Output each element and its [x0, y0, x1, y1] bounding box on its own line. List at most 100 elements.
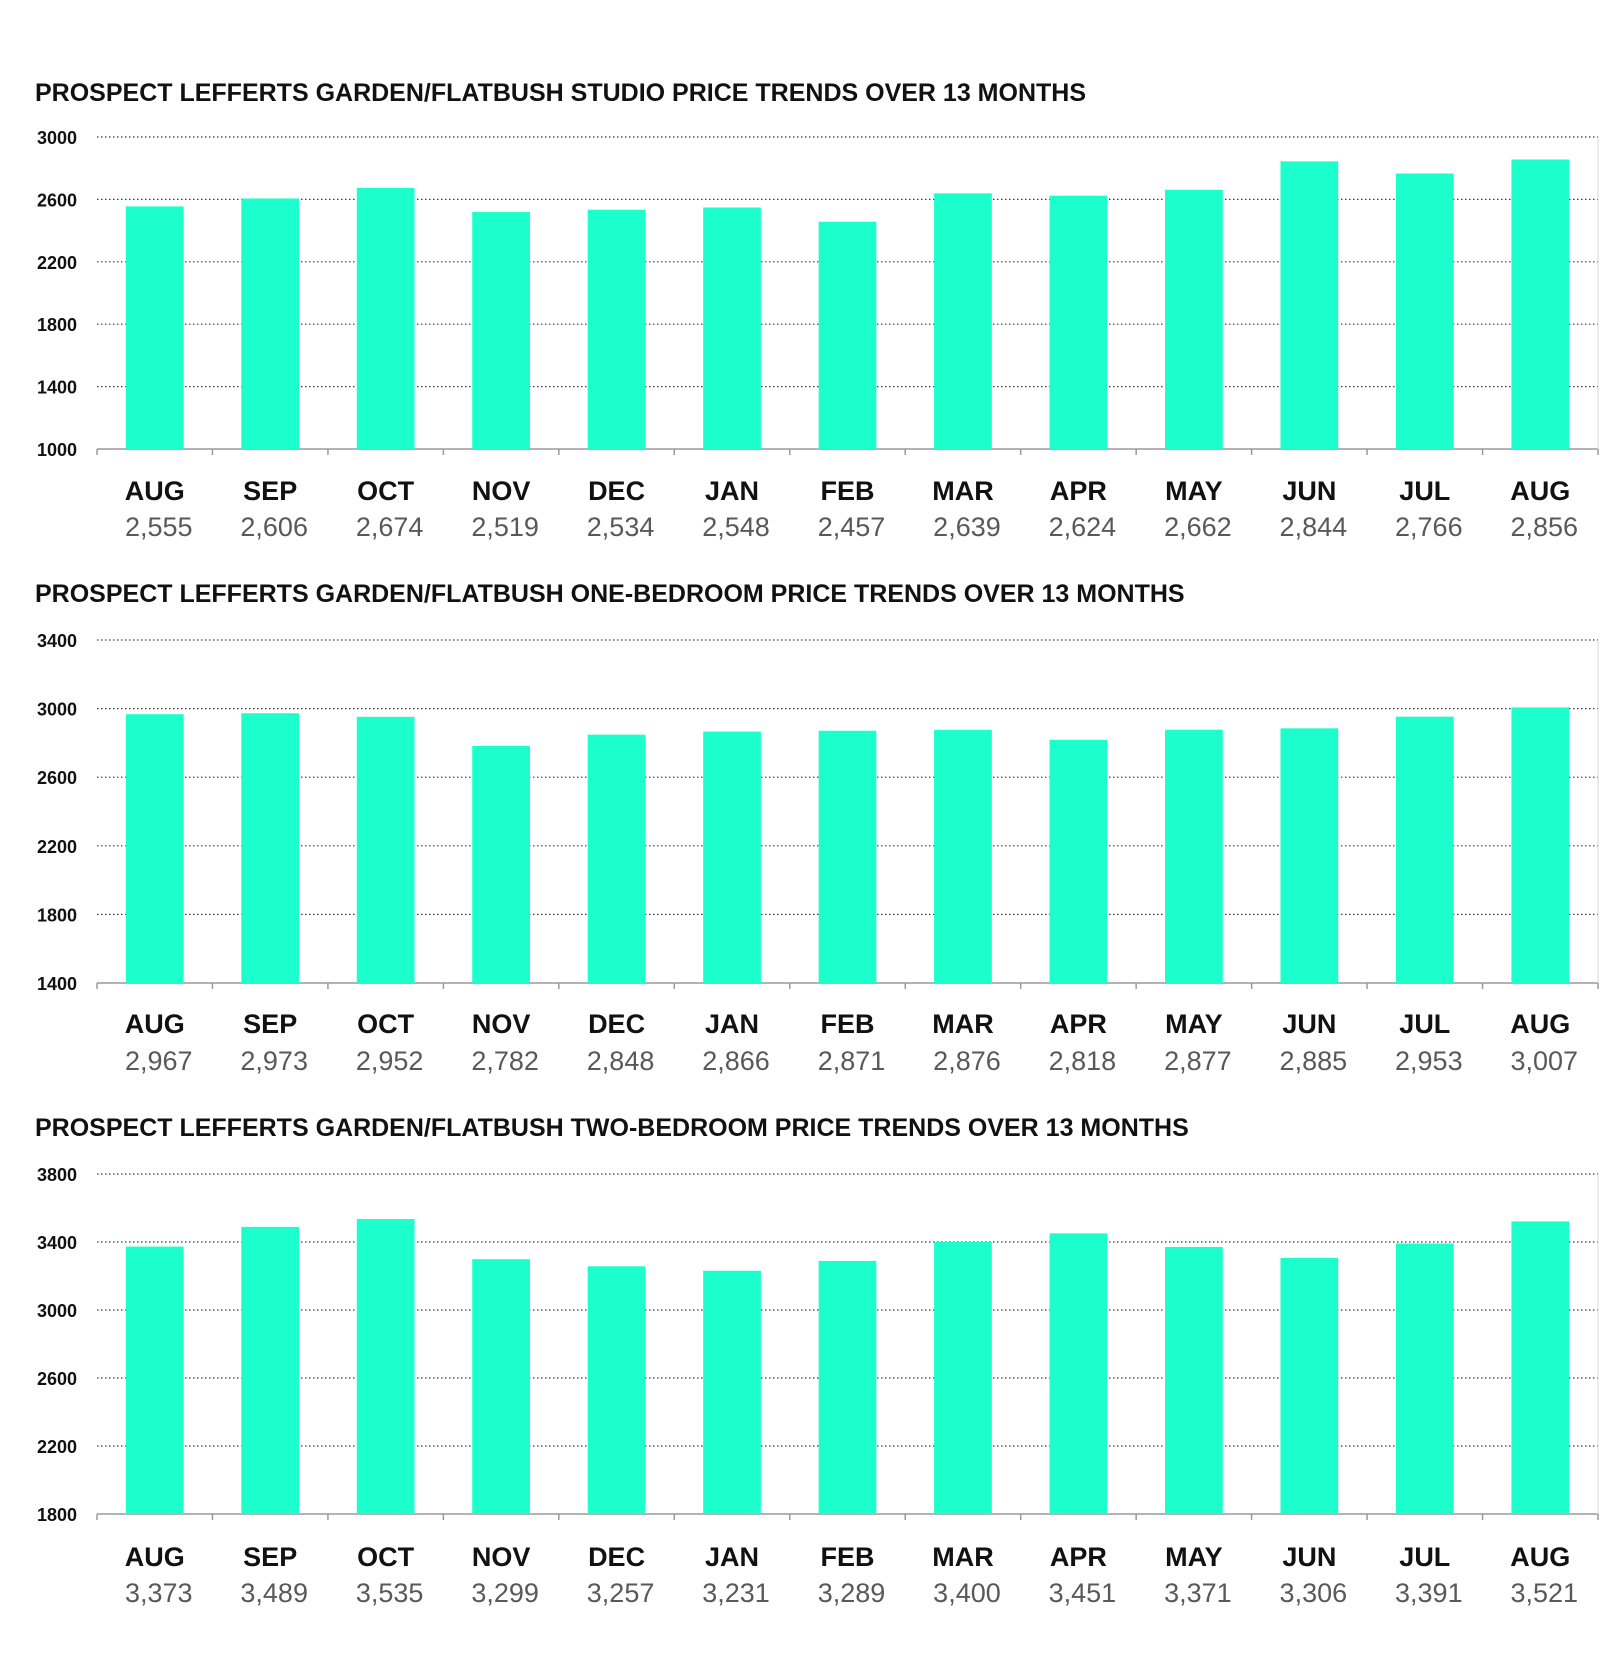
- value-label: 3,535: [356, 1578, 424, 1608]
- bar-may: [1165, 729, 1223, 983]
- category-label: JUN: [1282, 476, 1336, 506]
- bar-feb: [818, 1260, 877, 1514]
- y-tick-label: 1400: [37, 378, 77, 398]
- value-label: 2,674: [356, 512, 424, 542]
- category-label: JUL: [1399, 476, 1450, 506]
- bar-jun: [1280, 161, 1339, 449]
- value-label: 2,848: [587, 1046, 655, 1076]
- bar-mar: [934, 193, 992, 449]
- category-label: DEC: [588, 476, 645, 506]
- bar-aug: [1511, 1221, 1570, 1514]
- bar-jun: [1280, 1257, 1339, 1514]
- value-label: 2,519: [471, 512, 539, 542]
- value-label: 2,953: [1395, 1046, 1463, 1076]
- chart-panel-2: PROSPECT LEFFERTS GARDEN/FLATBUSH ONE-BE…: [35, 580, 1599, 1076]
- value-label: 2,534: [587, 512, 655, 542]
- bar-apr: [1049, 1233, 1108, 1514]
- value-label: 3,306: [1280, 1578, 1348, 1608]
- value-label: 2,782: [471, 1046, 539, 1076]
- y-tick-label: 3400: [37, 1233, 77, 1253]
- bar-sep: [241, 713, 300, 983]
- value-label: 2,952: [356, 1046, 424, 1076]
- value-label: 2,766: [1395, 512, 1463, 542]
- bar-jan: [703, 207, 761, 449]
- value-label: 2,856: [1510, 512, 1578, 542]
- y-tick-label: 2600: [37, 1369, 77, 1389]
- bar-apr: [1049, 739, 1108, 983]
- bar-mar: [934, 729, 992, 983]
- category-label: AUG: [125, 1009, 185, 1039]
- value-label: 3,521: [1510, 1578, 1578, 1608]
- value-label: 2,555: [125, 512, 193, 542]
- value-label: 2,885: [1280, 1046, 1348, 1076]
- category-label: APR: [1050, 1542, 1107, 1572]
- value-label: 2,871: [818, 1046, 886, 1076]
- y-tick-label: 1400: [37, 974, 77, 994]
- category-label: DEC: [588, 1542, 645, 1572]
- category-label: MAR: [932, 476, 994, 506]
- bar-aug: [125, 1246, 184, 1514]
- category-label: SEP: [243, 476, 297, 506]
- category-label: FEB: [821, 1542, 875, 1572]
- value-label: 2,973: [240, 1046, 308, 1076]
- value-label: 2,967: [125, 1046, 193, 1076]
- bar-oct: [356, 1219, 415, 1514]
- value-label: 3,299: [471, 1578, 539, 1608]
- bar-aug: [1511, 159, 1570, 450]
- bar-nov: [472, 745, 530, 983]
- category-label: MAY: [1165, 1542, 1223, 1572]
- y-tick-label: 3000: [37, 700, 77, 720]
- category-label: NOV: [472, 1542, 531, 1572]
- bar-sep: [241, 198, 300, 449]
- bar-may: [1165, 189, 1223, 449]
- bar-jul: [1395, 173, 1454, 449]
- bar-jan: [703, 1270, 761, 1514]
- category-label: NOV: [472, 1009, 531, 1039]
- value-label: 3,231: [702, 1578, 770, 1608]
- value-label: 2,548: [702, 512, 770, 542]
- bar-jan: [703, 731, 761, 983]
- bar-dec: [587, 1266, 646, 1514]
- bar-aug: [125, 714, 184, 983]
- value-label: 3,371: [1164, 1578, 1232, 1608]
- category-label: MAR: [932, 1009, 994, 1039]
- value-label: 2,624: [1049, 512, 1117, 542]
- category-label: SEP: [243, 1542, 297, 1572]
- bar-dec: [587, 209, 646, 449]
- category-label: JUL: [1399, 1009, 1450, 1039]
- value-label: 3,373: [125, 1578, 193, 1608]
- category-label: NOV: [472, 476, 531, 506]
- category-label: MAY: [1165, 476, 1223, 506]
- category-label: OCT: [357, 476, 415, 506]
- category-label: FEB: [821, 476, 875, 506]
- chart-title: PROSPECT LEFFERTS GARDEN/FLATBUSH STUDIO…: [35, 79, 1086, 107]
- bar-sep: [241, 1226, 300, 1514]
- category-label: AUG: [125, 1542, 185, 1572]
- bar-aug: [1511, 707, 1570, 983]
- chart-title: PROSPECT LEFFERTS GARDEN/FLATBUSH ONE-BE…: [35, 580, 1185, 608]
- value-label: 3,007: [1510, 1046, 1578, 1076]
- value-label: 2,844: [1280, 512, 1348, 542]
- bar-oct: [356, 716, 415, 983]
- category-label: AUG: [1510, 1542, 1570, 1572]
- bar-apr: [1049, 195, 1108, 449]
- y-tick-label: 2600: [37, 768, 77, 788]
- category-label: AUG: [125, 476, 185, 506]
- bar-mar: [934, 1242, 992, 1514]
- chart-panel-3: PROSPECT LEFFERTS GARDEN/FLATBUSH TWO-BE…: [35, 1114, 1599, 1608]
- bar-nov: [472, 1259, 530, 1514]
- category-label: APR: [1050, 476, 1107, 506]
- bar-aug: [125, 206, 184, 449]
- bar-oct: [356, 187, 415, 449]
- value-label: 3,489: [240, 1578, 308, 1608]
- bar-nov: [472, 212, 530, 449]
- y-tick-label: 3800: [37, 1165, 77, 1185]
- y-tick-label: 3000: [37, 128, 77, 148]
- y-tick-label: 1800: [37, 1505, 77, 1525]
- value-label: 3,289: [818, 1578, 886, 1608]
- category-label: FEB: [821, 1009, 875, 1039]
- category-label: JUL: [1399, 1542, 1450, 1572]
- bar-jul: [1395, 716, 1454, 983]
- value-label: 2,876: [933, 1046, 1001, 1076]
